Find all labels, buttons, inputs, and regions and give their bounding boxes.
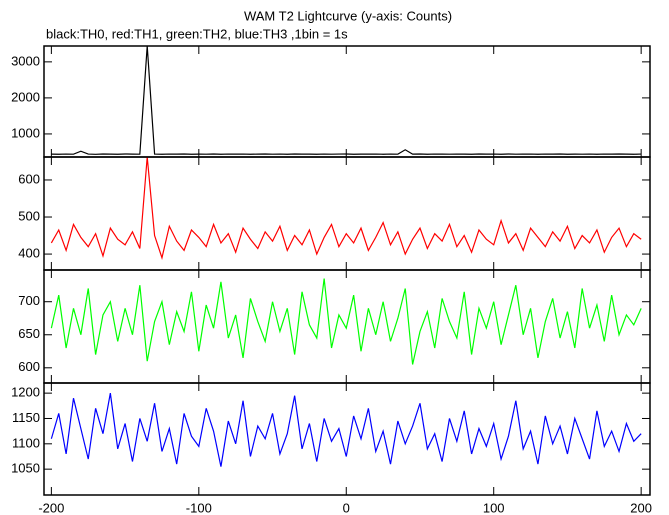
x-tick-label: 0 bbox=[343, 500, 350, 515]
x-tick-label: -100 bbox=[186, 500, 212, 515]
y-tick-label: 650 bbox=[18, 326, 40, 341]
y-tick-label: 700 bbox=[18, 293, 40, 308]
y-tick-label: 3000 bbox=[11, 53, 40, 68]
y-tick-label: 1200 bbox=[11, 385, 40, 400]
x-tick-label: 100 bbox=[483, 500, 505, 515]
y-tick-label: 1150 bbox=[12, 410, 40, 425]
y-tick-label: 2000 bbox=[11, 89, 40, 104]
x-tick-label: -200 bbox=[38, 500, 64, 515]
chart-subtitle: black:TH0, red:TH1, green:TH2, blue:TH3 … bbox=[46, 26, 348, 41]
data-line bbox=[50, 278, 642, 365]
y-tick-label: 1050 bbox=[11, 461, 40, 476]
panel-frame bbox=[43, 45, 651, 158]
panel-frame bbox=[43, 156, 651, 271]
y-tick-label: 600 bbox=[18, 359, 40, 374]
chart-title: WAM T2 Lightcurve (y-axis: Counts) bbox=[244, 8, 452, 23]
y-tick-label: 500 bbox=[18, 208, 40, 223]
data-line bbox=[50, 157, 642, 260]
panel-frame bbox=[43, 382, 651, 496]
y-tick-label: 600 bbox=[18, 171, 40, 186]
data-line bbox=[51, 46, 642, 155]
data-line bbox=[50, 393, 642, 467]
x-tick-label: 200 bbox=[630, 500, 652, 515]
y-tick-label: 1000 bbox=[11, 125, 40, 140]
y-tick-label: 1100 bbox=[12, 435, 40, 450]
y-tick-label: 400 bbox=[18, 246, 40, 261]
